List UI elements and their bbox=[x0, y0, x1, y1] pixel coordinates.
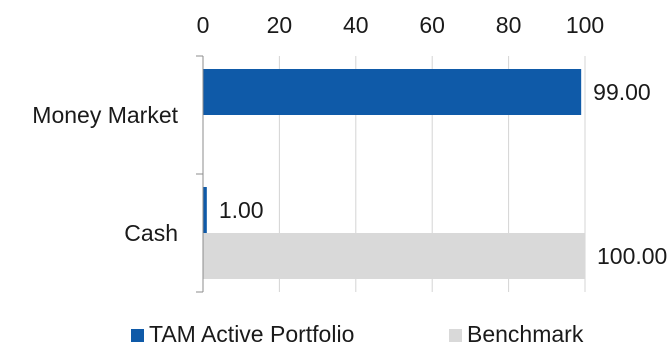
bar-tam-active-portfolio-cash bbox=[203, 187, 207, 233]
data-label: 99.00 bbox=[593, 79, 651, 105]
bar-tam-active-portfolio-money-market bbox=[203, 69, 582, 115]
x-tick-label: 20 bbox=[267, 12, 293, 38]
legend: TAM Active Portfolio Benchmark bbox=[131, 321, 584, 347]
x-axis-ticks: 0 20 40 60 80 100 bbox=[197, 12, 605, 38]
data-label: 1.00 bbox=[219, 197, 264, 223]
data-label: 100.00 bbox=[597, 243, 667, 269]
data-labels: 99.00 1.00 100.00 bbox=[219, 79, 668, 269]
category-label: Cash bbox=[124, 220, 178, 246]
x-tick-label: 0 bbox=[197, 12, 210, 38]
legend-swatch bbox=[131, 329, 144, 342]
legend-label: TAM Active Portfolio bbox=[149, 321, 354, 347]
legend-label: Benchmark bbox=[467, 321, 584, 347]
x-tick-label: 80 bbox=[496, 12, 522, 38]
x-tick-label: 40 bbox=[343, 12, 369, 38]
bar-benchmark-cash bbox=[203, 233, 585, 279]
category-axis bbox=[196, 55, 204, 293]
bars bbox=[203, 69, 585, 279]
x-tick-label: 60 bbox=[419, 12, 445, 38]
category-label: Money Market bbox=[32, 102, 178, 128]
category-labels: Money Market Cash bbox=[32, 102, 178, 246]
legend-swatch bbox=[449, 329, 462, 342]
x-tick-label: 100 bbox=[566, 12, 604, 38]
